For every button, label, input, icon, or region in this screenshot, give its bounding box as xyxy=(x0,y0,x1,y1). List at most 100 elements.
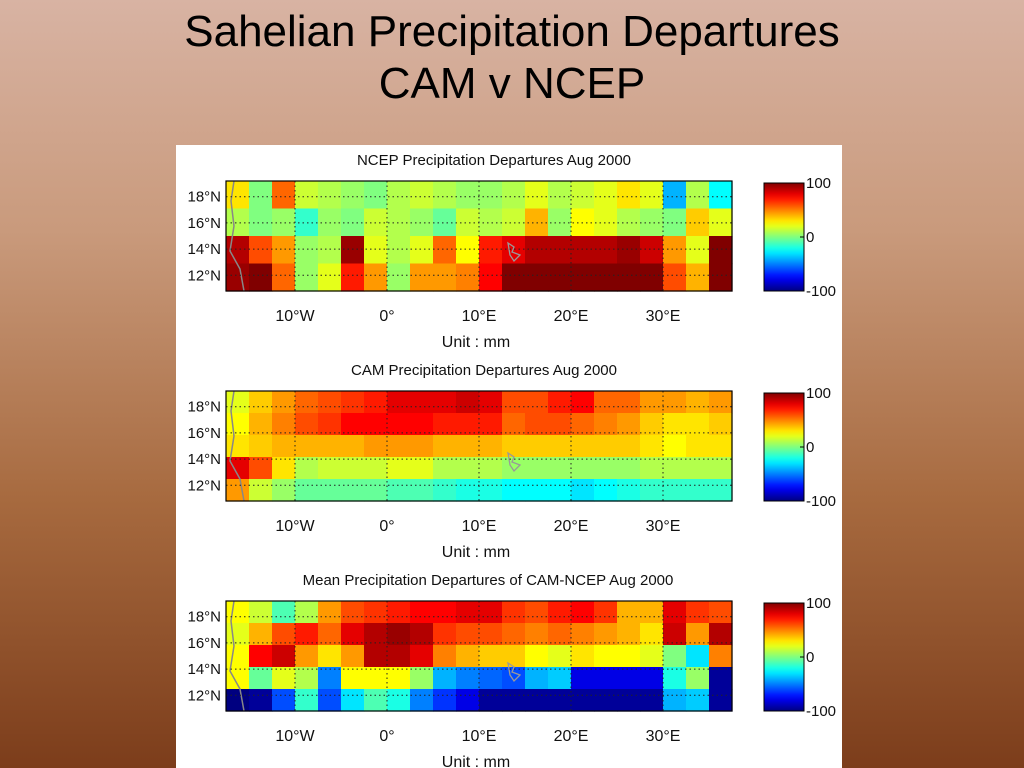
heatmap-cell xyxy=(548,236,572,265)
heatmap-cell xyxy=(617,667,641,690)
heatmap-cell xyxy=(387,413,411,436)
heatmap-cell xyxy=(548,623,572,646)
heatmap-cell xyxy=(226,667,250,690)
x-tick-label: 20°E xyxy=(554,308,589,325)
heatmap-cell xyxy=(571,263,595,292)
heatmap-cell xyxy=(571,435,595,458)
heatmap-cell xyxy=(318,667,342,690)
heatmap-cell xyxy=(525,236,549,265)
x-tick-label: 30°E xyxy=(646,728,681,745)
heatmap-cell xyxy=(479,601,503,624)
heatmap-cell xyxy=(318,263,342,292)
heatmap-cell xyxy=(502,479,526,502)
heatmap-cell xyxy=(502,457,526,480)
heatmap-cell xyxy=(433,236,457,265)
heatmap-cell xyxy=(548,181,572,210)
heatmap-cell xyxy=(341,601,365,624)
heatmap-cell xyxy=(548,457,572,480)
heatmap-cell xyxy=(272,435,296,458)
heatmap-cell xyxy=(525,623,549,646)
heatmap-cell xyxy=(272,181,296,210)
unit-label: Unit : mm xyxy=(442,334,510,351)
x-tick-label: 30°E xyxy=(646,308,681,325)
heatmap-cell xyxy=(502,208,526,237)
slide-title: Sahelian Precipitation Departures CAM v … xyxy=(0,6,1024,110)
heatmap-cell xyxy=(410,208,434,237)
heatmap-cell xyxy=(410,623,434,646)
heatmap-cell xyxy=(295,208,319,237)
colorbar-label: 100 xyxy=(806,385,831,402)
heatmap-cell xyxy=(341,623,365,646)
heatmap-cell xyxy=(686,181,710,210)
plot-frame xyxy=(225,390,733,502)
heatmap-cell xyxy=(387,263,411,292)
heatmap-cell xyxy=(226,413,250,436)
heatmap-cell xyxy=(318,435,342,458)
heatmap-cell xyxy=(410,645,434,668)
heatmap-cell xyxy=(456,263,480,292)
heatmap-cell xyxy=(272,457,296,480)
heatmap-cell xyxy=(226,208,250,237)
heatmap-cell xyxy=(410,263,434,292)
heatmap-cell xyxy=(364,435,388,458)
heatmap-cell xyxy=(318,623,342,646)
y-tick-label: 16°N xyxy=(187,215,221,232)
heatmap-cell xyxy=(594,208,618,237)
heatmap-cell xyxy=(594,391,618,414)
x-tick-label: 20°E xyxy=(554,518,589,535)
heatmap-cell xyxy=(341,479,365,502)
heatmap-cell xyxy=(479,181,503,210)
heatmap-cell xyxy=(226,479,250,502)
heatmap-cell xyxy=(272,689,296,712)
heatmap-cell xyxy=(686,435,710,458)
y-tick-label: 18°N xyxy=(187,399,221,416)
coastline-line xyxy=(229,390,245,502)
heatmap-cell xyxy=(571,689,595,712)
heatmap-cell xyxy=(295,645,319,668)
heatmap-cell xyxy=(433,689,457,712)
colorbar-label: 0 xyxy=(806,439,814,456)
x-tick-label: 0° xyxy=(379,728,394,745)
heatmap-cell xyxy=(295,413,319,436)
x-tick-label: 0° xyxy=(379,518,394,535)
heatmap-cell xyxy=(479,413,503,436)
y-tick-label: 18°N xyxy=(187,189,221,206)
heatmap-cell xyxy=(295,236,319,265)
heatmap-cell xyxy=(226,623,250,646)
panel-title: Mean Precipitation Departures of CAM-NCE… xyxy=(303,572,674,589)
heatmap-cell xyxy=(594,435,618,458)
heatmap-cell xyxy=(456,667,480,690)
heatmap-cell xyxy=(249,435,273,458)
heatmap-cell xyxy=(387,645,411,668)
heatmap-cell xyxy=(525,689,549,712)
heatmap-cell xyxy=(364,645,388,668)
heatmap-cell xyxy=(433,667,457,690)
heatmap-cell xyxy=(410,689,434,712)
heatmap-cell xyxy=(249,263,273,292)
heatmap-cell xyxy=(318,181,342,210)
slide-title-line-1: Sahelian Precipitation Departures xyxy=(184,7,840,56)
heatmap-cell xyxy=(525,667,549,690)
heatmap-cell xyxy=(433,263,457,292)
heatmap-cell xyxy=(410,479,434,502)
x-tick-label: 10°W xyxy=(275,308,315,325)
lake-outline xyxy=(507,451,522,473)
heatmap-cell xyxy=(640,391,664,414)
heatmap-cell xyxy=(295,689,319,712)
heatmap-cell xyxy=(410,236,434,265)
heatmap-cell xyxy=(387,667,411,690)
heatmap-cell xyxy=(594,645,618,668)
heatmap-cell xyxy=(456,457,480,480)
heatmap-cell xyxy=(433,391,457,414)
heatmap-cell xyxy=(433,435,457,458)
heatmap-cell xyxy=(364,391,388,414)
heatmap-cell xyxy=(571,623,595,646)
heatmap-cell xyxy=(249,479,273,502)
heatmap-cell xyxy=(525,413,549,436)
heatmap-cell xyxy=(709,623,733,646)
heatmap-cell xyxy=(295,601,319,624)
heatmap-figure: NCEP Precipitation Departures Aug 2000 10… xyxy=(187,152,836,768)
y-tick-label: 16°N xyxy=(187,425,221,442)
heatmap-cell xyxy=(295,479,319,502)
heatmap-cell xyxy=(686,667,710,690)
